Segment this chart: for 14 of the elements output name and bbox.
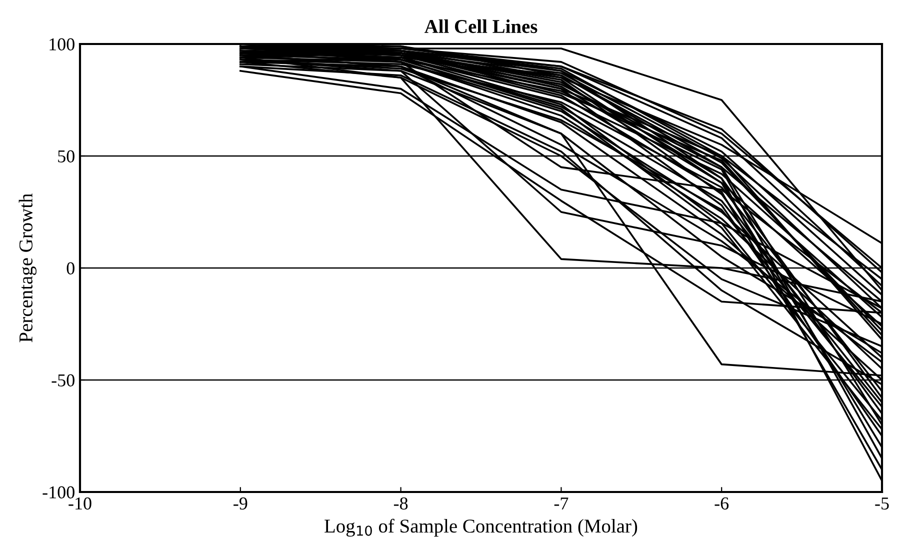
y-tick-label: 100: [50, 38, 74, 50]
chart-title: All Cell Lines: [424, 19, 538, 34]
x-tick-label: -10: [68, 497, 92, 510]
y-tick-label: 0: [66, 262, 74, 274]
y-axis-title: Percentage Growth: [18, 193, 36, 342]
y-tick-label: 50: [58, 150, 74, 162]
x-tick-label: -9: [234, 497, 248, 510]
x-tick-label: -7: [554, 498, 568, 510]
y-tick-label: -50: [52, 374, 74, 386]
x-axis-title: Log$_{10}$ of Sample Concentration (Molar): [324, 518, 638, 537]
y-tick-label: -100: [42, 486, 74, 498]
x-tick-label: -8: [394, 497, 408, 510]
x-tick-label: -6: [714, 497, 729, 510]
x-tick-label: -5: [875, 498, 889, 510]
